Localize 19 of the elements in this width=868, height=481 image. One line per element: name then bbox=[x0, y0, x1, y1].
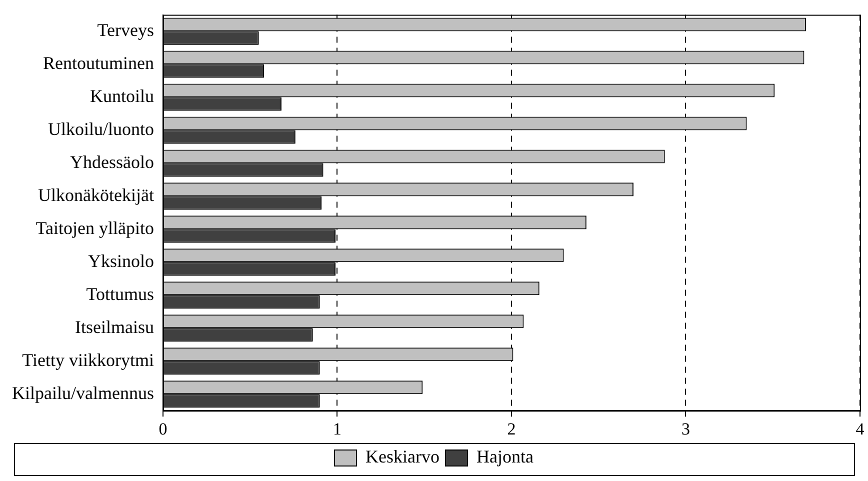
x-tick-label: 2 bbox=[507, 419, 516, 438]
y-tick-label: Ulkoilu/luonto bbox=[48, 118, 154, 139]
y-tick-label: Tietty viikkorytmi bbox=[22, 350, 154, 370]
y-tick-label: Kuntoilu bbox=[90, 86, 154, 106]
y-tick-label: Itseilmaisu bbox=[74, 316, 154, 337]
x-tick-label: 0 bbox=[158, 419, 168, 438]
y-tick-label: Yhdessäolo bbox=[70, 152, 154, 172]
x-tick-label: 1 bbox=[332, 419, 342, 438]
x-tick-label: 3 bbox=[681, 419, 690, 438]
y-tick-label: Ulkonäkötekijät bbox=[38, 184, 154, 205]
y-tick-label: Taitojen ylläpito bbox=[36, 218, 154, 238]
legend-label: Hajonta bbox=[476, 446, 534, 467]
y-tick-label: Tottumus bbox=[86, 284, 154, 304]
y-tick-label: Rentoutuminen bbox=[42, 53, 154, 74]
x-tick-label: 4 bbox=[856, 419, 865, 438]
y-tick-label: Yksinolo bbox=[88, 250, 154, 271]
y-tick-label: Terveys bbox=[97, 20, 154, 40]
y-tick-label: Kilpailu/valmennus bbox=[12, 382, 154, 403]
legend-label: Keskiarvo bbox=[366, 446, 440, 467]
